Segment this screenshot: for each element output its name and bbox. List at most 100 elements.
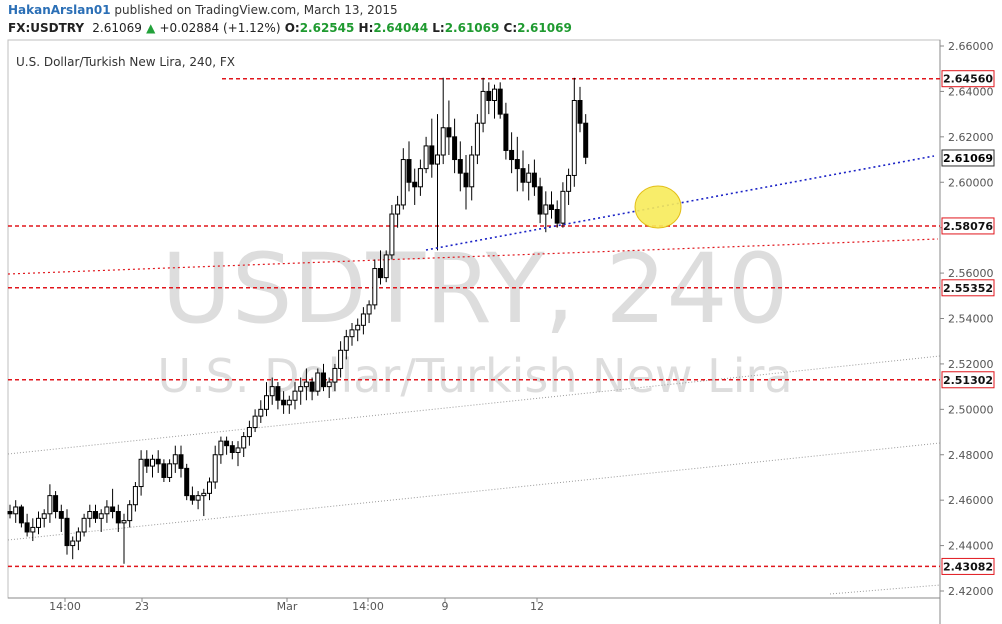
candle-body: [258, 408, 264, 417]
level-price-label: 2.58076: [943, 220, 993, 233]
candle-body: [503, 113, 509, 151]
y-tick-label: 2.64000: [948, 85, 994, 98]
candle-body: [492, 88, 497, 102]
candle-body: [53, 495, 59, 513]
y-tick-label: 2.42000: [948, 585, 994, 598]
candle-body: [326, 381, 332, 388]
candle-body: [58, 511, 64, 519]
candle-body: [281, 399, 287, 406]
candle-body: [286, 399, 292, 406]
candle-body: [309, 381, 315, 392]
candle-body: [201, 492, 207, 497]
candle-body: [64, 517, 70, 547]
low-value: 2.61069: [444, 21, 500, 35]
candle-body: [110, 506, 116, 513]
candle-body: [571, 100, 577, 176]
candle-body: [70, 540, 76, 547]
candle-body: [566, 174, 572, 192]
candle-body: [115, 511, 121, 524]
candle-body: [104, 506, 110, 515]
level-price-label: 2.64560: [943, 73, 993, 86]
candle-body: [292, 390, 298, 401]
candle-body: [412, 181, 418, 188]
close-label: C:: [503, 21, 518, 35]
x-tick-label: 14:00: [352, 600, 384, 613]
candle-body: [457, 159, 463, 174]
candle-body: [417, 168, 423, 188]
candle-body: [264, 395, 269, 410]
low-label: L:: [432, 21, 445, 35]
candle-body: [321, 372, 326, 388]
close-value: 2.61069: [517, 21, 572, 35]
x-tick-label: Mar: [277, 600, 298, 613]
candle-body: [480, 90, 486, 124]
y-tick-label: 2.50000: [948, 403, 994, 416]
candle-body: [7, 511, 13, 515]
candle-body: [93, 511, 98, 519]
plot-area[interactable]: [7, 39, 941, 599]
candle-body: [435, 154, 440, 165]
candle-body: [355, 324, 361, 331]
quote-line: FX:USDTRY 2.61069 ▲ +0.02884 (+1.12%) O:…: [8, 21, 572, 35]
candle-body: [514, 159, 520, 170]
candle-body: [36, 517, 41, 528]
candle-body: [349, 329, 355, 338]
candle-body: [155, 458, 161, 465]
candle-body: [121, 520, 127, 524]
candle-body: [150, 458, 155, 467]
candle-body: [30, 526, 36, 533]
candle-body: [178, 454, 184, 469]
symbol-label[interactable]: FX:USDTRY: [8, 21, 85, 35]
candle-body: [138, 458, 144, 488]
candle-body: [360, 313, 366, 326]
y-tick-label: 2.62000: [948, 131, 994, 144]
last-price: 2.61069: [92, 21, 142, 35]
candle-body: [531, 172, 537, 188]
level-price-label: 2.43082: [943, 560, 993, 573]
candle-body: [24, 522, 30, 533]
candle-body: [395, 204, 401, 215]
rising-trendline: [425, 155, 935, 251]
candle-body: [212, 454, 218, 483]
y-tick-label: 2.52000: [948, 358, 994, 371]
candle-body: [303, 381, 309, 388]
candle-body: [423, 145, 429, 170]
author-link[interactable]: HakanArslan01: [8, 3, 111, 17]
publish-text: published on TradingView.com, March 13, …: [114, 3, 398, 17]
price-change: +0.02884 (+1.12%): [159, 21, 281, 35]
candle-body: [469, 154, 475, 188]
candle-body: [486, 90, 492, 101]
watermark-name: U.S. Dollar/Turkish New Lira: [157, 349, 792, 403]
candle-body: [18, 506, 24, 524]
level-price-tag: [941, 217, 995, 235]
candle-body: [132, 486, 138, 506]
y-tick-label: 2.56000: [948, 267, 994, 280]
channel-line: [7, 442, 941, 541]
open-label: O:: [284, 21, 300, 35]
candle-body: [246, 427, 252, 438]
candle-body: [332, 367, 338, 383]
candle-body: [526, 172, 532, 183]
candle-body: [497, 88, 503, 115]
y-tick-label: 2.48000: [948, 449, 994, 462]
level-price-tag: [941, 279, 995, 297]
candle-body: [378, 268, 383, 279]
publish-line: HakanArslan01 published on TradingView.c…: [8, 3, 398, 17]
candle-body: [195, 495, 201, 501]
x-tick-label: 12: [530, 600, 544, 613]
candle-body: [224, 440, 230, 447]
candle-body: [372, 268, 378, 306]
y-tick-label: 2.46000: [948, 494, 994, 507]
candle-body: [189, 495, 195, 501]
support-trendline: [7, 238, 939, 275]
candle-body: [218, 440, 224, 456]
y-tick-label: 2.44000: [948, 540, 994, 553]
level-price-label: 2.51302: [943, 374, 993, 387]
candle-body: [383, 254, 389, 279]
y-tick-label: 2.66000: [948, 40, 994, 53]
candle-body: [75, 531, 81, 542]
candle-body: [549, 204, 554, 210]
candle-body: [167, 463, 173, 478]
